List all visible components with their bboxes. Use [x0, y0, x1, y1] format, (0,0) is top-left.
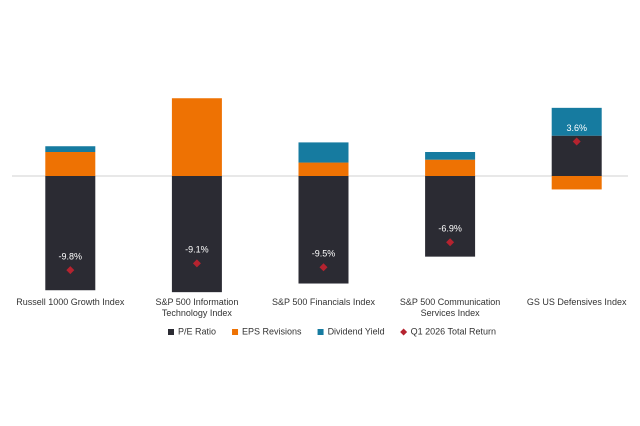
category-label: S&P 500 Financials Index [272, 297, 375, 307]
legend-marker [400, 328, 408, 336]
bar-segment [425, 152, 476, 160]
bar-segment [45, 146, 96, 152]
legend-label: EPS Revisions [242, 326, 302, 336]
category-label: S&P 500 Information Technology Index [155, 297, 239, 318]
bar-segment [171, 176, 222, 293]
bar-segment [45, 152, 96, 176]
return-marker [319, 263, 328, 272]
data-label: -9.8% [59, 251, 83, 261]
return-marker [572, 137, 581, 146]
legend-label: P/E Ratio [178, 326, 216, 336]
data-label: 3.6% [566, 123, 587, 133]
data-label: -6.9% [438, 224, 462, 234]
return-marker [446, 238, 455, 247]
bar-segment [298, 162, 349, 176]
legend-marker [232, 329, 239, 335]
bar-segment [298, 142, 349, 163]
legend-marker [168, 329, 174, 335]
return-marker [66, 266, 75, 275]
bar-segment [425, 159, 476, 176]
legend-label: Dividend Yield [328, 326, 385, 336]
data-label: -9.5% [312, 249, 336, 259]
data-label: -9.1% [185, 245, 209, 255]
bar-segment [551, 176, 602, 190]
legend-label: Q1 2026 Total Return [411, 326, 496, 336]
legend-marker [317, 329, 324, 335]
bar-segment [171, 98, 222, 176]
return-marker [192, 259, 201, 268]
category-label: GS US Defensives Index [526, 297, 627, 307]
bar-segment [551, 107, 602, 136]
category-label: S&P 500 Communication Services Index [399, 297, 501, 318]
category-label: Russell 1000 Growth Index [16, 297, 125, 307]
